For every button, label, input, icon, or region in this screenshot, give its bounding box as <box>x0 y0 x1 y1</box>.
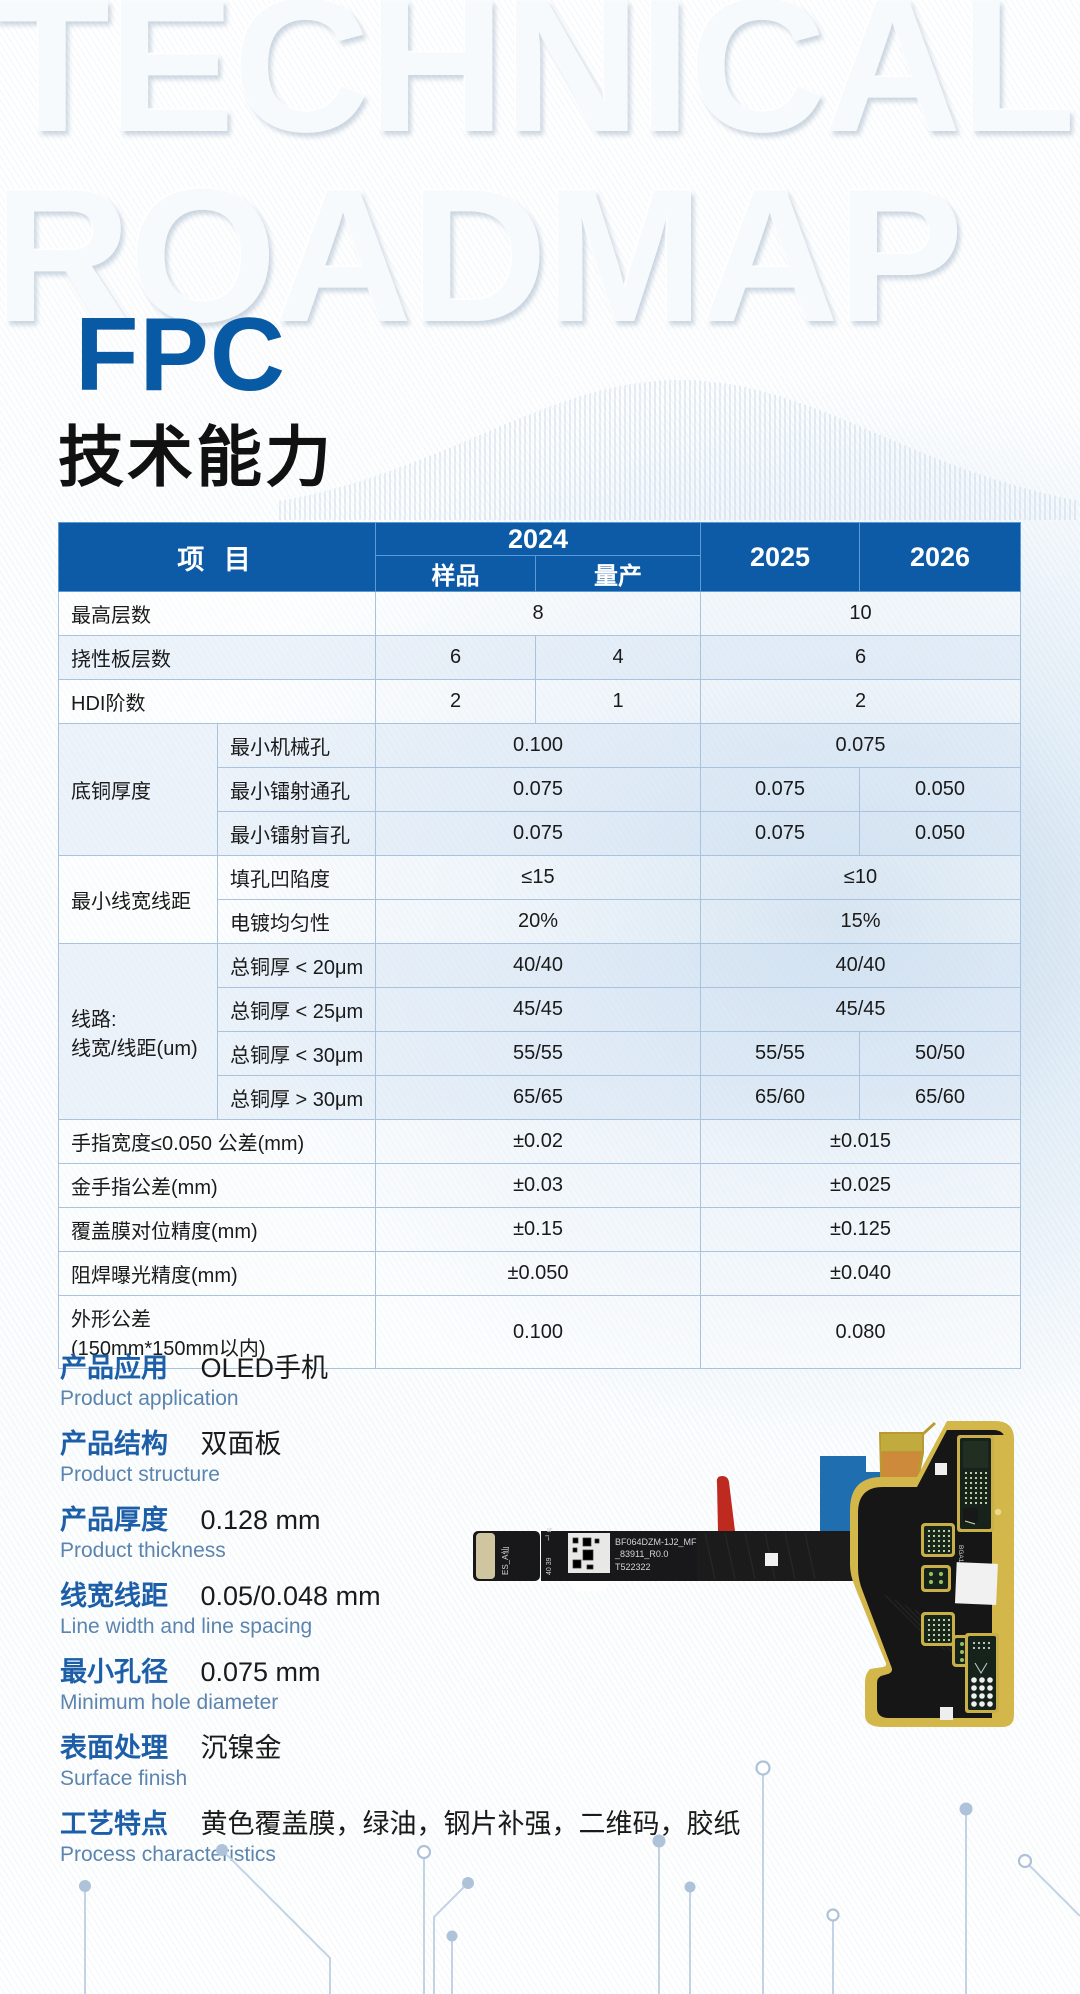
svg-text:T522322: T522322 <box>615 1562 651 1572</box>
svg-text:BGA1: BGA1 <box>957 1545 964 1563</box>
svg-text:BF064DZM-1J2_MFPC: BF064DZM-1J2_MFPC <box>615 1537 710 1547</box>
svg-text:40 39: 40 39 <box>546 1557 553 1575</box>
svg-text:ᆈ ຊ: ᆈ ຊ <box>544 1528 553 1541</box>
svg-text:_83911_R0.0: _83911_R0.0 <box>614 1549 668 1559</box>
svg-text:ES_A仙: ES_A仙 <box>500 1547 510 1575</box>
